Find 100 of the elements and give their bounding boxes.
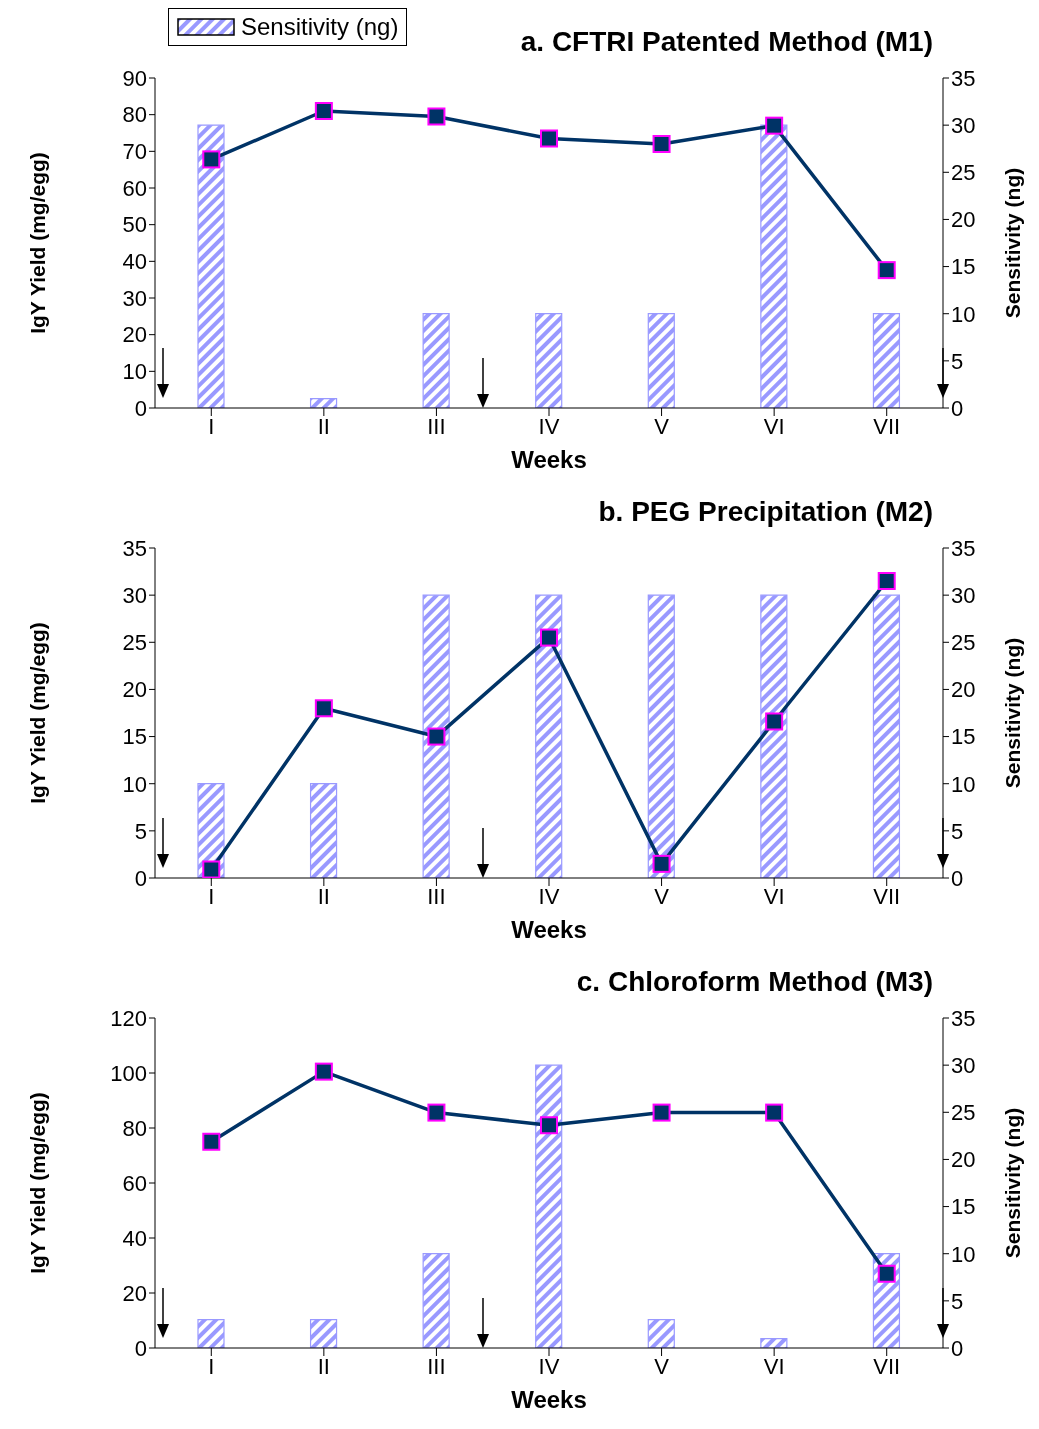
- y-tick-label: 20: [122, 322, 147, 348]
- bar: [197, 1319, 225, 1348]
- y-tick-label: 30: [122, 285, 147, 311]
- x-tick-label: IV: [538, 413, 560, 439]
- y-tick-label: 60: [122, 175, 147, 201]
- point: [652, 135, 671, 153]
- x-tick-label: V: [654, 1353, 670, 1379]
- y2-tick-label: 20: [951, 1147, 976, 1173]
- point: [765, 712, 784, 731]
- point: [652, 854, 671, 873]
- x-tick-label: VI: [763, 1353, 785, 1379]
- y-axis-title: IgY Yield (mg/egg): [26, 622, 50, 804]
- y-tick-label: 20: [122, 677, 147, 703]
- y2-tick-label: 25: [951, 630, 976, 656]
- y-tick-label: 70: [122, 139, 147, 165]
- point: [427, 107, 446, 126]
- y2-tick-label: 10: [951, 1241, 976, 1267]
- y-tick-label: 80: [122, 1115, 147, 1141]
- bar: [647, 313, 675, 408]
- y-tick-label: 50: [122, 212, 147, 238]
- x-tick-label: I: [208, 883, 215, 909]
- point: [427, 727, 446, 746]
- y2-tick-label: 0: [951, 395, 964, 421]
- x-tick-label: II: [317, 413, 330, 439]
- x-tick-label: I: [208, 1353, 215, 1379]
- x-tick-label: VI: [763, 413, 785, 439]
- y-tick-label: 40: [122, 249, 147, 275]
- bar: [872, 313, 901, 408]
- y2-tick-label: 15: [951, 1194, 976, 1220]
- x-tick-label: I: [208, 413, 215, 439]
- x-tick-label: II: [317, 883, 330, 909]
- x-tick-label: II: [317, 1353, 330, 1379]
- x-tick-label: III: [427, 1353, 446, 1379]
- chart-title: a. CFTRI Patented Method (M1): [520, 26, 933, 58]
- y2-tick-label: 20: [951, 207, 976, 233]
- point: [314, 699, 333, 718]
- y-tick-label: 5: [134, 818, 147, 844]
- y2-tick-label: 10: [951, 771, 976, 797]
- bar: [309, 1319, 338, 1348]
- chart-title: c. Chloroform Method (M3): [576, 966, 933, 998]
- bar: [535, 1064, 563, 1348]
- y2-tick-label: 35: [951, 1005, 976, 1031]
- y2-tick-label: 15: [951, 724, 976, 750]
- y2-tick-label: 5: [951, 348, 964, 374]
- y2-tick-label: 10: [951, 301, 976, 327]
- point: [314, 1062, 333, 1081]
- point: [765, 116, 784, 135]
- point: [540, 129, 558, 148]
- y-tick-label: 60: [122, 1170, 147, 1196]
- point: [652, 1103, 671, 1122]
- y2-tick-label: 0: [951, 1335, 964, 1361]
- x-tick-label: IV: [538, 1353, 560, 1379]
- y2-tick-label: 0: [951, 865, 964, 891]
- point: [202, 1132, 221, 1151]
- x-tick-label: V: [654, 413, 670, 439]
- bar: [535, 313, 563, 408]
- x-tick-label: VI: [763, 883, 785, 909]
- y-tick-label: 10: [122, 771, 147, 797]
- y2-axis-title: Sensitivity (ng): [1001, 167, 1025, 319]
- x-axis-title: Weeks: [511, 1386, 587, 1413]
- y-tick-label: 30: [122, 582, 147, 608]
- point: [765, 1103, 784, 1122]
- x-tick-label: VII: [873, 883, 901, 909]
- x-tick-label: III: [427, 883, 446, 909]
- x-axis-title: Weeks: [511, 446, 587, 473]
- y2-tick-label: 5: [951, 1288, 964, 1314]
- y-tick-label: 0: [134, 1335, 147, 1361]
- point: [427, 1103, 446, 1122]
- bar: [760, 124, 788, 408]
- y2-axis-title: Sensitivity (ng): [1001, 1107, 1025, 1259]
- bar: [422, 1253, 450, 1348]
- legend-label: Sensitivity (ng): [241, 13, 399, 41]
- y-tick-label: 0: [134, 865, 147, 891]
- x-tick-label: VII: [873, 1353, 901, 1379]
- point: [202, 150, 221, 169]
- bar: [309, 397, 338, 408]
- y-tick-label: 100: [110, 1060, 147, 1086]
- y-tick-label: 40: [122, 1225, 147, 1251]
- y2-tick-label: 35: [951, 535, 976, 561]
- bar: [647, 1319, 675, 1348]
- bar: [760, 1337, 788, 1348]
- x-tick-label: III: [427, 413, 446, 439]
- point: [202, 860, 221, 878]
- bar: [197, 124, 225, 408]
- point: [314, 102, 333, 120]
- point: [877, 261, 896, 280]
- point: [877, 1264, 896, 1283]
- y-axis-title: IgY Yield (mg/egg): [26, 152, 50, 334]
- y2-tick-label: 15: [951, 254, 976, 280]
- y2-tick-label: 25: [951, 160, 976, 186]
- y-tick-label: 90: [122, 65, 147, 91]
- y2-tick-label: 35: [951, 65, 976, 91]
- chart-title: b. PEG Precipitation (M2): [598, 496, 933, 528]
- y-axis-title: IgY Yield (mg/egg): [26, 1092, 50, 1274]
- y-tick-label: 10: [122, 359, 147, 385]
- y-tick-label: 0: [134, 395, 147, 421]
- y2-tick-label: 30: [951, 1052, 976, 1078]
- y-tick-label: 120: [110, 1005, 147, 1031]
- y-tick-label: 35: [122, 535, 147, 561]
- point: [877, 572, 896, 590]
